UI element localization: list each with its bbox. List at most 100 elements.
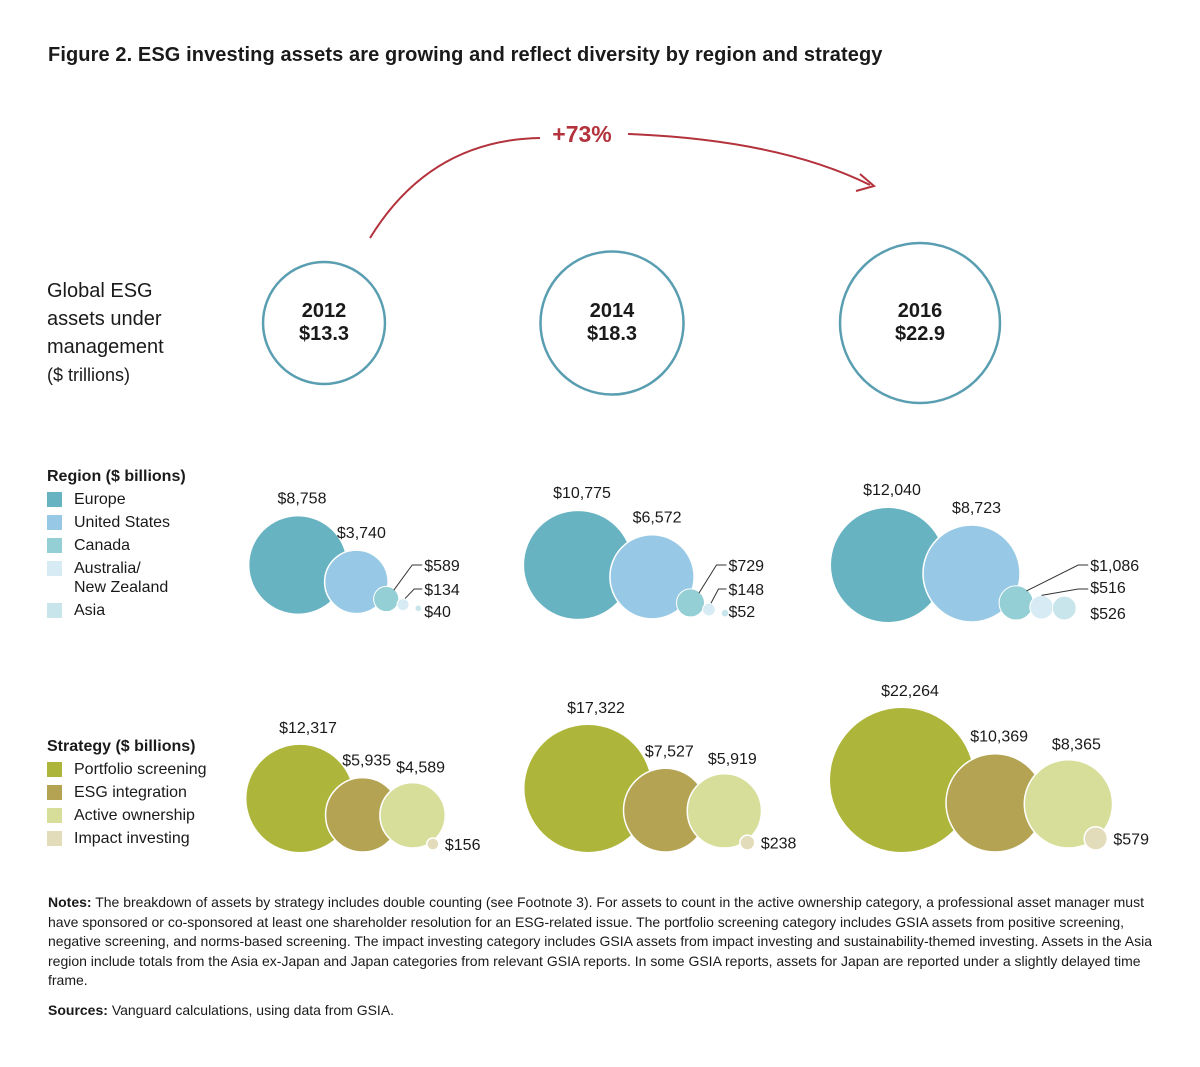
strategy-legend-label: ESG integration <box>74 784 187 801</box>
region-value-label-united-states: $8,723 <box>952 500 1001 517</box>
region-value-label-united-states: $6,572 <box>633 510 682 527</box>
region-bubble-united-states <box>609 533 695 620</box>
global-aum-bubble <box>539 250 685 396</box>
region-bubble-europe <box>524 511 632 619</box>
region-leader-line <box>1041 588 1089 596</box>
region-value-label-canada: $1,086 <box>1090 558 1139 575</box>
region-legend: Region ($ billions) Europe United States C… <box>47 468 186 624</box>
region-value-label-united-states: $3,740 <box>337 525 386 542</box>
strategy-bubble-impact-investing <box>739 834 756 851</box>
region-value-label-asia: $526 <box>1090 606 1126 623</box>
region-legend-item: Asia <box>47 601 186 620</box>
notes: Notes: The breakdown of assets by strate… <box>48 893 1158 991</box>
strategy-value-label-esg-integration: $10,369 <box>970 729 1028 746</box>
region-legend-item: United States <box>47 513 186 532</box>
strategy-value-label-esg-integration: $5,935 <box>342 753 391 770</box>
region-bubble-europe <box>249 516 347 614</box>
region-legend-swatch <box>47 561 62 576</box>
global-year-label: 2012 <box>302 300 347 322</box>
region-bubble-canada <box>373 585 400 613</box>
region-leader-line <box>1026 564 1089 592</box>
region-legend-swatch <box>47 492 62 507</box>
global-year-label: 2016 <box>898 300 943 322</box>
strategy-legend-swatch <box>47 785 62 800</box>
strategy-bubble-active-ownership <box>379 781 447 849</box>
region-bubble-australia-nz <box>702 602 716 617</box>
region-legend-label: Canada <box>74 537 131 554</box>
notes-text: The breakdown of assets by strategy incl… <box>48 894 1152 989</box>
strategy-legend-swatch <box>47 808 62 823</box>
region-value-label-canada: $729 <box>728 558 764 575</box>
strategy-legend-item: ESG integration <box>47 783 207 802</box>
region-legend-item: Canada <box>47 536 186 555</box>
region-bubble-canada <box>675 588 706 618</box>
strategy-bubble-impact-investing <box>426 837 440 851</box>
region-bubble-australia-nz <box>1029 594 1054 620</box>
strategy-value-label-active-ownership: $4,589 <box>396 760 445 777</box>
strategy-legend-item: Portfolio screening <box>47 760 207 779</box>
strategy-legend-label: Active ownership <box>74 807 195 824</box>
region-leader-line <box>404 588 423 599</box>
region-legend-item: Australia/ New Zealand <box>47 559 186 597</box>
strategy-value-label-portfolio-screening: $17,322 <box>567 700 625 717</box>
strategy-legend-swatch <box>47 831 62 846</box>
region-legend-label: Europe <box>74 491 126 508</box>
region-legend-swatch <box>47 515 62 530</box>
region-legend-heading: Region ($ billions) <box>47 468 186 485</box>
global-label-line3: management <box>47 336 164 358</box>
sources-text: Vanguard calculations, using data from G… <box>111 1002 395 1018</box>
global-label-line1: Global ESG <box>47 280 153 302</box>
global-year-label: 2014 <box>590 300 635 322</box>
region-bubble-united-states <box>323 549 389 615</box>
strategy-value-label-impact-investing: $156 <box>445 837 481 854</box>
region-legend-label: Australia/ New Zealand <box>74 560 169 596</box>
strategy-legend-label: Portfolio screening <box>74 761 207 778</box>
region-bubble-canada <box>998 585 1034 621</box>
strategy-value-label-portfolio-screening: $12,317 <box>279 720 337 737</box>
region-bubble-united-states <box>922 524 1021 623</box>
region-value-label-asia: $40 <box>424 604 451 621</box>
global-value-label: $22.9 <box>895 323 945 345</box>
region-bubble-europe <box>831 508 945 622</box>
region-legend-label: United States <box>74 514 171 531</box>
strategy-bubble-impact-investing <box>1083 826 1109 851</box>
global-aum-bubble <box>838 241 1002 405</box>
strategy-legend-label: Impact investing <box>74 830 190 847</box>
region-value-label-europe: $8,758 <box>278 490 327 507</box>
region-bubble-asia <box>1051 595 1077 621</box>
strategy-value-label-impact-investing: $238 <box>761 836 797 853</box>
region-bubble-australia-nz <box>396 598 410 612</box>
global-label-line2: assets under <box>47 308 162 330</box>
region-bubble-asia <box>720 608 730 618</box>
growth-arrow-curve <box>369 137 541 239</box>
region-leader-line <box>710 588 727 604</box>
global-value-label: $13.3 <box>299 323 349 345</box>
global-label-unit: ($ trillions) <box>47 365 131 385</box>
region-value-label-europe: $10,775 <box>553 485 611 502</box>
strategy-value-label-portfolio-screening: $22,264 <box>881 683 939 700</box>
region-legend-swatch <box>47 538 62 553</box>
sources: Sources: Vanguard calculations, using da… <box>48 1002 1158 1018</box>
strategy-value-label-active-ownership: $5,919 <box>708 751 757 768</box>
strategy-legend-item: Impact investing <box>47 829 207 848</box>
growth-arrowhead <box>855 173 877 192</box>
region-value-label-australia-nz: $516 <box>1090 580 1126 597</box>
region-legend-label: Asia <box>74 602 106 619</box>
global-aum-bubble <box>261 260 387 386</box>
region-value-label-canada: $589 <box>424 558 460 575</box>
region-leader-line <box>393 564 423 591</box>
region-legend-item: Europe <box>47 490 186 509</box>
growth-label: +73% <box>552 121 611 147</box>
strategy-legend-item: Active ownership <box>47 806 207 825</box>
global-value-label: $18.3 <box>587 323 637 345</box>
region-bubble-asia <box>414 604 423 613</box>
figure-title: Figure 2. ESG investing assets are growi… <box>48 44 883 66</box>
strategy-legend-heading: Strategy ($ billions) <box>47 738 196 755</box>
strategy-legend: Strategy ($ billions) Portfolio screenin… <box>47 738 207 852</box>
strategy-value-label-impact-investing: $579 <box>1113 831 1149 848</box>
strategy-value-label-esg-integration: $7,527 <box>645 743 694 760</box>
region-value-label-asia: $52 <box>728 604 755 621</box>
region-leader-line <box>698 564 727 594</box>
region-value-label-europe: $12,040 <box>863 482 921 499</box>
